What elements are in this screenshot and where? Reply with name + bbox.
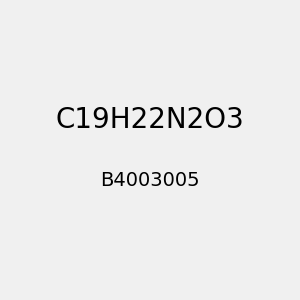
Text: C19H22N2O3: C19H22N2O3 [56,106,244,134]
Text: B4003005: B4003005 [100,170,200,190]
